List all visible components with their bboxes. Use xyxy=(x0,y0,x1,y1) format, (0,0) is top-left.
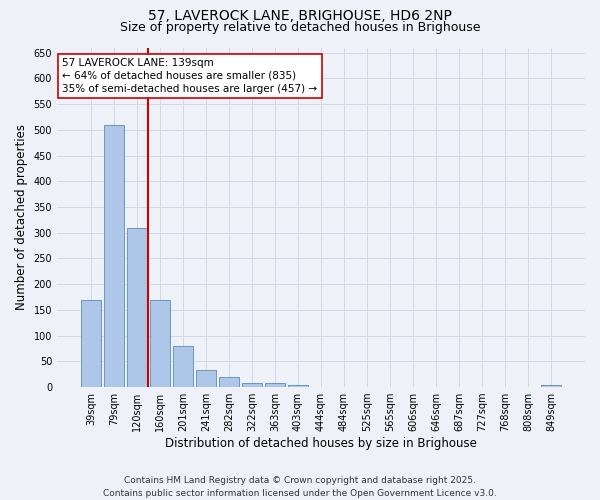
Text: 57, LAVEROCK LANE, BRIGHOUSE, HD6 2NP: 57, LAVEROCK LANE, BRIGHOUSE, HD6 2NP xyxy=(148,9,452,23)
Bar xyxy=(219,377,239,387)
Bar xyxy=(265,383,285,387)
Bar xyxy=(173,346,193,387)
Bar xyxy=(104,124,124,387)
Bar xyxy=(242,383,262,387)
Text: 57 LAVEROCK LANE: 139sqm
← 64% of detached houses are smaller (835)
35% of semi-: 57 LAVEROCK LANE: 139sqm ← 64% of detach… xyxy=(62,58,317,94)
Bar xyxy=(541,384,561,387)
Text: Contains HM Land Registry data © Crown copyright and database right 2025.
Contai: Contains HM Land Registry data © Crown c… xyxy=(103,476,497,498)
Bar xyxy=(288,384,308,387)
Text: Size of property relative to detached houses in Brighouse: Size of property relative to detached ho… xyxy=(120,21,480,34)
Bar xyxy=(127,228,146,387)
Y-axis label: Number of detached properties: Number of detached properties xyxy=(15,124,28,310)
X-axis label: Distribution of detached houses by size in Brighouse: Distribution of detached houses by size … xyxy=(165,437,477,450)
Bar xyxy=(150,300,170,387)
Bar xyxy=(196,370,216,387)
Bar xyxy=(81,300,101,387)
